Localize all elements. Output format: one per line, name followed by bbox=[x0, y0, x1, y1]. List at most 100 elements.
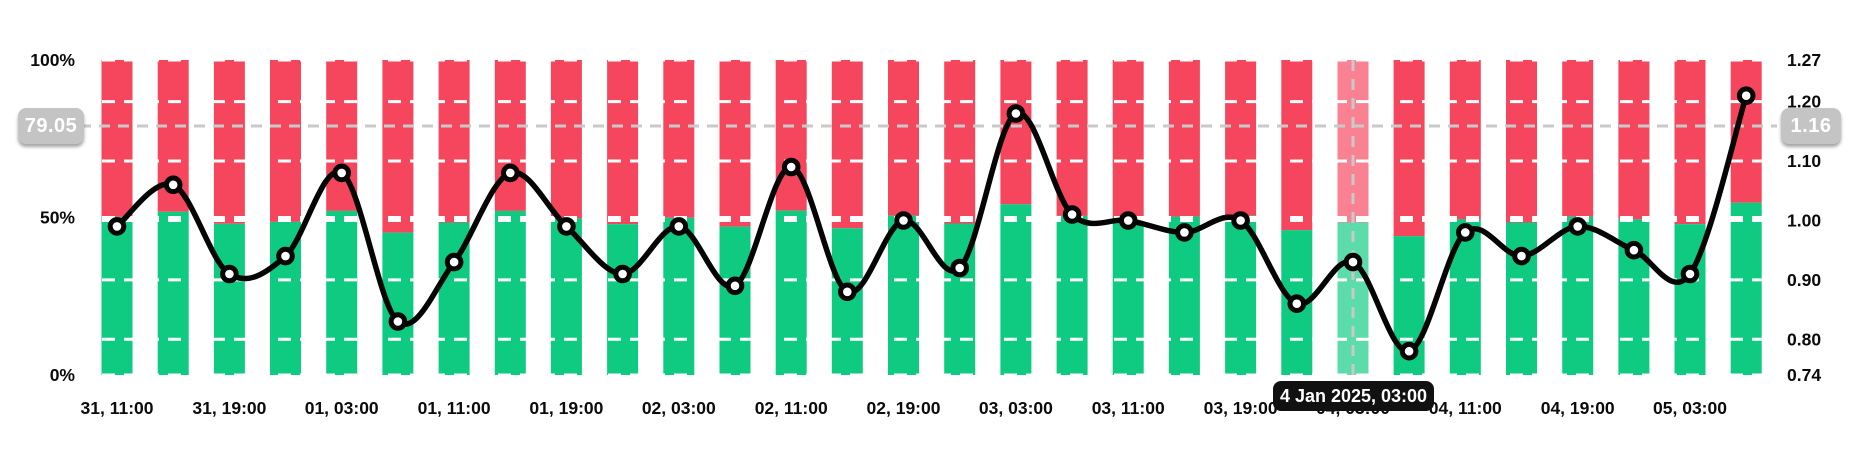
ratio-line-marker bbox=[1287, 294, 1307, 314]
ratio-line bbox=[114, 92, 1749, 354]
x-axis-tick: 01, 19:00 bbox=[529, 398, 603, 418]
bar-green-segment[interactable] bbox=[494, 210, 526, 375]
ratio-line-marker bbox=[613, 264, 632, 284]
bar-green-segment[interactable] bbox=[831, 228, 863, 375]
right-axis-tick: 0.90 bbox=[1787, 270, 1821, 290]
bar-green-segment[interactable] bbox=[101, 216, 133, 375]
ratio-line-marker bbox=[1568, 217, 1587, 236]
bar-red-segment[interactable] bbox=[438, 60, 470, 223]
ratio-line-marker bbox=[1680, 264, 1700, 284]
bar-red-segment[interactable] bbox=[1056, 60, 1088, 216]
bar-red-segment[interactable] bbox=[1281, 60, 1313, 231]
x-axis-tick: 03, 19:00 bbox=[1204, 398, 1278, 418]
x-axis-tick: 01, 11:00 bbox=[418, 398, 491, 418]
ratio-line-marker bbox=[725, 276, 745, 296]
bar-red-segment[interactable] bbox=[888, 60, 919, 216]
ratio-line-marker bbox=[163, 175, 183, 195]
ratio-line-marker bbox=[1343, 252, 1363, 272]
x-axis-tick: 02, 03:00 bbox=[642, 398, 716, 418]
bar-green-segment[interactable] bbox=[1168, 216, 1200, 375]
bar-green-segment[interactable] bbox=[888, 215, 919, 375]
bar-red-segment[interactable] bbox=[494, 60, 526, 211]
bar-green-segment[interactable] bbox=[1449, 219, 1481, 375]
ratio-line-marker bbox=[220, 264, 239, 284]
bar-red-segment[interactable] bbox=[1506, 60, 1537, 223]
right-axis-tick: 1.00 bbox=[1787, 211, 1821, 231]
bar-red-segment[interactable] bbox=[607, 60, 639, 225]
bar-green-segment[interactable] bbox=[1506, 222, 1537, 376]
bar-red-segment[interactable] bbox=[1674, 60, 1706, 225]
bar-red-segment[interactable] bbox=[775, 60, 807, 211]
right-axis-tick: 0.80 bbox=[1787, 329, 1821, 349]
left-axis-tick: 100% bbox=[30, 50, 75, 70]
bar-red-segment[interactable] bbox=[1168, 60, 1200, 217]
x-axis-tick: 01, 03:00 bbox=[305, 398, 379, 418]
x-axis-tick: 31, 11:00 bbox=[81, 398, 154, 418]
bar-red-segment[interactable] bbox=[1393, 60, 1425, 237]
right-axis-tick: 1.20 bbox=[1787, 92, 1821, 112]
ratio-line-marker bbox=[1624, 240, 1644, 260]
bar-red-segment[interactable] bbox=[1225, 60, 1257, 216]
left-axis-tick: 50% bbox=[40, 208, 75, 228]
ratio-line-marker bbox=[1006, 104, 1026, 123]
ratio-line-marker bbox=[276, 246, 295, 266]
bar-green-segment[interactable] bbox=[326, 210, 358, 375]
ratio-line-marker bbox=[1231, 211, 1250, 230]
ratio-line-marker bbox=[781, 157, 801, 177]
bar-green-segment[interactable] bbox=[607, 224, 639, 375]
bar-green-segment[interactable] bbox=[775, 210, 807, 375]
bar-red-segment[interactable] bbox=[944, 60, 976, 224]
bar-red-segment[interactable] bbox=[1562, 60, 1594, 217]
ratio-line-marker bbox=[444, 252, 464, 272]
bar-red-segment[interactable] bbox=[550, 60, 582, 219]
right-axis-tick: 0.74 bbox=[1787, 365, 1821, 385]
bar-red-segment[interactable] bbox=[382, 60, 414, 233]
bar-green-segment[interactable] bbox=[663, 217, 695, 375]
ratio-line-marker bbox=[1736, 86, 1756, 105]
bar-green-segment[interactable] bbox=[1112, 217, 1144, 376]
ratio-line-marker bbox=[1062, 205, 1082, 224]
bar-red-segment[interactable] bbox=[1449, 60, 1481, 220]
bar-red-segment[interactable] bbox=[213, 60, 245, 224]
bar-green-segment[interactable] bbox=[1000, 204, 1032, 375]
ratio-line-marker bbox=[332, 163, 352, 183]
right-axis-crosshair-badge: 1.16 bbox=[1781, 108, 1841, 144]
x-axis-tick: 31, 19:00 bbox=[192, 398, 266, 418]
x-axis-tick: 04, 11:00 bbox=[1429, 398, 1502, 418]
x-axis-tick: 02, 19:00 bbox=[867, 398, 941, 418]
bar-green-segment[interactable] bbox=[1562, 216, 1594, 375]
ratio-line-marker bbox=[1512, 246, 1531, 266]
ratio-line-marker bbox=[1175, 223, 1194, 242]
x-axis-tick: 04, 19:00 bbox=[1541, 398, 1615, 418]
bar-green-segment[interactable] bbox=[1056, 215, 1088, 375]
bar-green-segment[interactable] bbox=[1730, 202, 1762, 375]
ratio-line-marker bbox=[388, 312, 408, 331]
bar-green-segment[interactable] bbox=[157, 211, 189, 375]
ratio-line-marker bbox=[1456, 223, 1475, 242]
right-axis-tick: 1.27 bbox=[1787, 50, 1821, 70]
bar-red-segment[interactable] bbox=[270, 60, 301, 222]
ratio-line-marker bbox=[894, 211, 913, 230]
x-axis-tick: 02, 11:00 bbox=[755, 398, 828, 418]
x-axis-tick: 03, 03:00 bbox=[979, 398, 1053, 418]
bar-green-segment[interactable] bbox=[719, 226, 751, 375]
bar-green-segment[interactable] bbox=[213, 223, 245, 375]
ratio-line-marker bbox=[557, 217, 576, 236]
bar-red-segment[interactable] bbox=[719, 60, 751, 227]
bar-green-segment[interactable] bbox=[1225, 215, 1257, 375]
x-axis-tick: 03, 11:00 bbox=[1092, 398, 1165, 418]
ratio-line-marker bbox=[107, 217, 127, 236]
ratio-line-marker bbox=[501, 163, 520, 183]
bar-red-segment[interactable] bbox=[1618, 60, 1650, 220]
right-axis-tick: 1.10 bbox=[1787, 151, 1821, 171]
bar-green-segment[interactable] bbox=[550, 218, 582, 375]
bar-red-segment[interactable] bbox=[101, 60, 133, 217]
tooltip: 4 Jan 2025, 03:00 bbox=[1273, 381, 1434, 411]
left-axis-tick: 0% bbox=[50, 365, 76, 385]
bar-red-segment[interactable] bbox=[1112, 60, 1144, 218]
ratio-line-marker bbox=[1118, 211, 1138, 230]
bar-red-segment[interactable] bbox=[831, 60, 863, 229]
bar-red-segment[interactable] bbox=[663, 60, 695, 218]
